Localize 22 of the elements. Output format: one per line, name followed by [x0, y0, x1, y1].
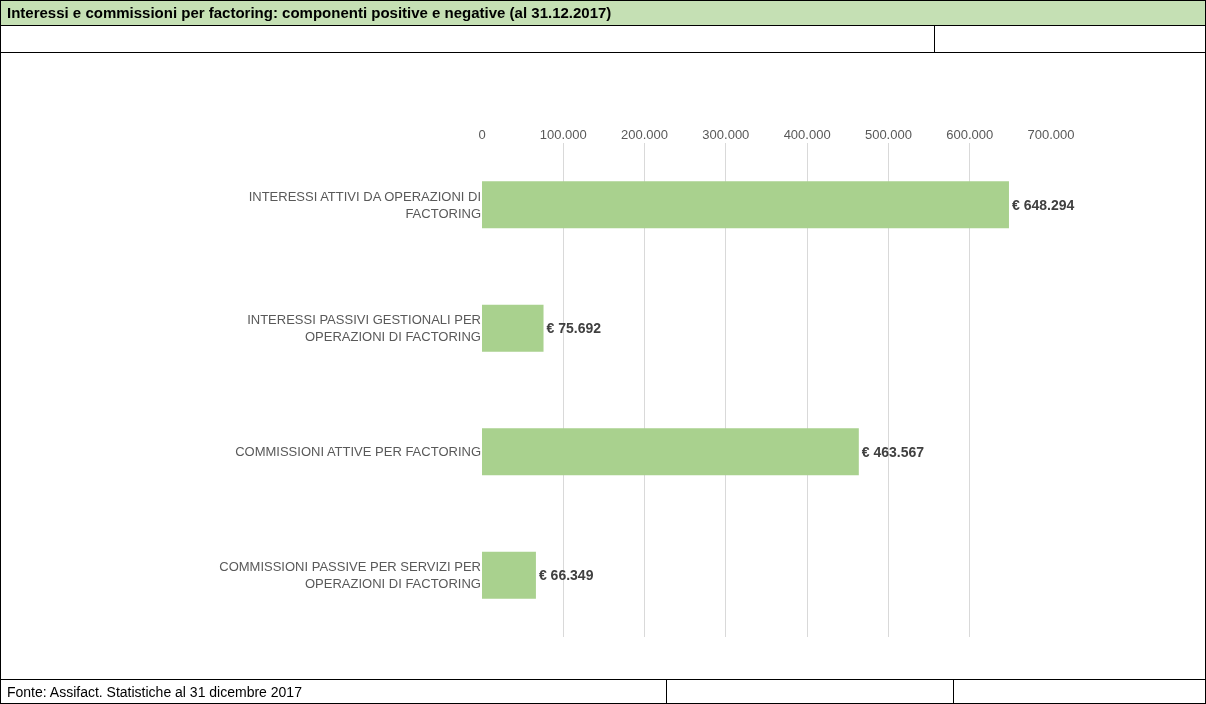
y-tick-label: COMMISSIONI PASSIVE PER SERVIZI PER OPERAZIONI DI FACTORING — [219, 559, 481, 592]
data-label: € 648.294 — [1011, 196, 1075, 213]
data-label: € 66.349 — [538, 567, 594, 584]
y-tick-label: INTERESSI PASSIVI GESTIONALI PER OPERAZIONI DI FACTORING — [247, 312, 481, 345]
x-tick-label: 700.000 — [1027, 127, 1075, 143]
x-tick-label: 600.000 — [946, 127, 994, 143]
x-tick-label: 300.000 — [702, 127, 750, 143]
source-note: Fonte: Assifact. Statistiche al 31 dicembre 2017 — [6, 684, 302, 700]
x-tick-label: 500.000 — [864, 127, 912, 143]
y-tick-label: COMMISSIONI ATTIVE PER FACTORING — [235, 444, 481, 460]
x-tick-label: 0 — [478, 127, 486, 143]
x-tick-label: 100.000 — [539, 127, 587, 143]
x-tick-label: 200.000 — [621, 127, 669, 143]
bar — [482, 551, 536, 599]
x-tick-label: 400.000 — [783, 127, 831, 143]
data-label: € 463.567 — [861, 443, 925, 460]
y-tick-label: INTERESSI ATTIVI DA OPERAZIONI DI FACTORING — [248, 188, 481, 221]
text: Interessi e commissioni per factoring: componenti positive e negative (al 31.12.2017) — [1, 1, 1205, 26]
data-label: € 75.692 — [546, 320, 602, 337]
bar — [482, 181, 1009, 229]
bar — [482, 428, 859, 476]
bar — [482, 304, 544, 352]
